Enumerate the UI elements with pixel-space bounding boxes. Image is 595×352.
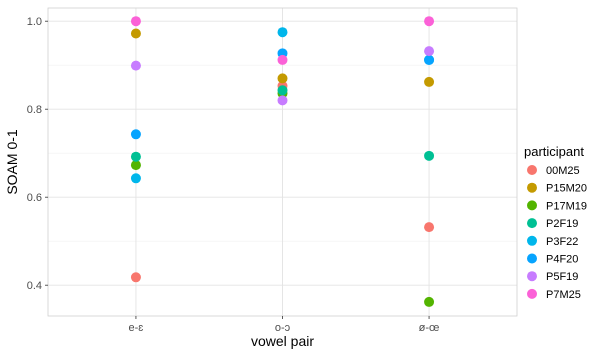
data-point-P17M19 <box>424 296 435 307</box>
data-point-P3F22 <box>277 27 288 38</box>
legend-label: P5F19 <box>546 271 578 283</box>
legend-label: P17M19 <box>546 200 587 212</box>
y-axis-title: SOAM 0-1 <box>4 129 20 195</box>
legend-label: P7M25 <box>546 289 581 301</box>
y-tick-label: 0.8 <box>27 104 42 116</box>
data-point-P2F19 <box>424 150 435 161</box>
y-tick-label: 0.6 <box>27 192 42 204</box>
data-point-P2F19 <box>277 85 288 96</box>
y-tick-label: 1.0 <box>27 16 42 28</box>
data-point-P5F19 <box>277 95 288 106</box>
legend-key-P7M25 <box>527 288 537 299</box>
data-point-P7M25 <box>130 16 141 27</box>
grid <box>48 8 517 316</box>
x-axis-title: vowel pair <box>251 333 314 349</box>
data-point-P5F19 <box>130 60 141 71</box>
x-tick-label: ø-œ <box>419 322 440 334</box>
legend: participant 00M25 P15M20 P17M19 P2F19 P3F22 P… <box>524 144 587 301</box>
x-axis-ticks: e-ɛ o-ɔ ø-œ <box>129 316 440 334</box>
data-point-P15M20 <box>424 76 435 87</box>
data-point-P7M25 <box>424 16 435 27</box>
y-tick-label: 0.4 <box>27 280 42 292</box>
legend-key-00M25 <box>527 165 537 175</box>
data-point-00M25 <box>424 222 435 233</box>
x-tick-label: e-ɛ <box>129 322 144 334</box>
data-point-P2F19 <box>130 151 141 162</box>
data-point-P17M19 <box>130 160 141 171</box>
y-axis-ticks: 0.4 0.6 0.8 1.0 <box>27 16 48 292</box>
legend-key-P15M20 <box>527 182 537 193</box>
legend-key-P5F19 <box>527 271 537 282</box>
legend-key-P3F22 <box>527 235 537 246</box>
data-point-P3F22 <box>130 173 141 184</box>
legend-key-P4F20 <box>527 253 537 264</box>
legend-label: P2F19 <box>546 218 578 230</box>
legend-title: participant <box>524 144 584 159</box>
legend-key-P2F19 <box>527 218 537 229</box>
x-tick-label: o-ɔ <box>275 322 291 334</box>
data-point-P15M20 <box>277 73 288 84</box>
legend-label: P3F22 <box>546 236 578 248</box>
data-point-P5F19 <box>424 46 435 57</box>
legend-label: 00M25 <box>546 165 580 177</box>
data-point-P4F20 <box>130 129 141 140</box>
data-points <box>130 16 435 307</box>
data-point-P4F20 <box>424 54 435 65</box>
legend-label: P4F20 <box>546 254 578 266</box>
data-point-P15M20 <box>130 28 141 39</box>
data-point-P7M25 <box>277 54 288 65</box>
legend-key-P17M19 <box>527 200 537 211</box>
legend-label: P15M20 <box>546 183 587 195</box>
data-point-00M25 <box>130 272 141 283</box>
